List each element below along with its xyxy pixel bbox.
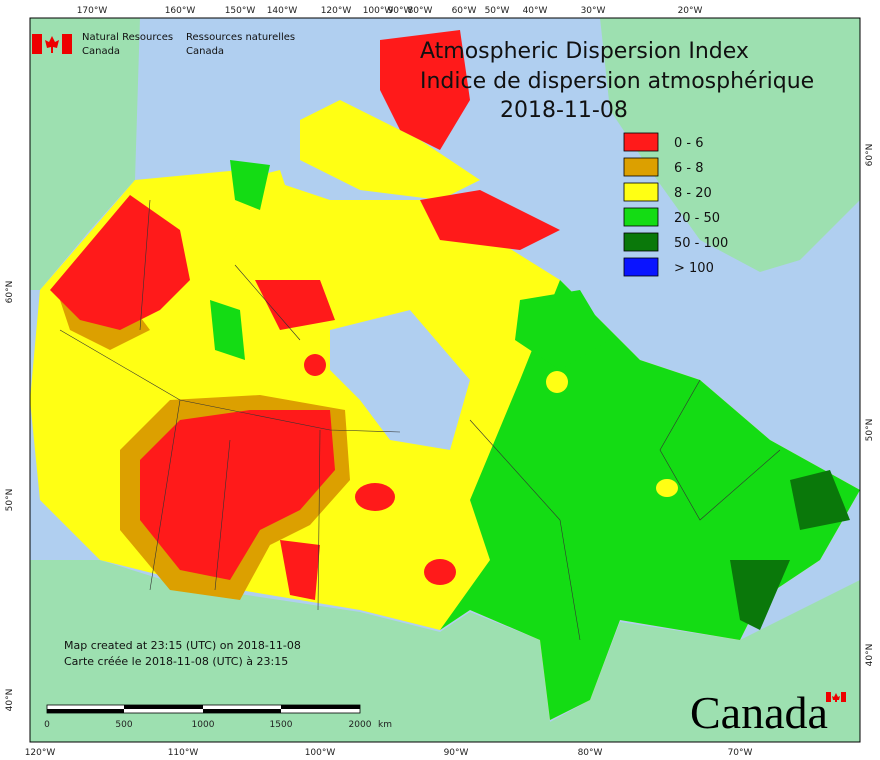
graticule-label: 80°W	[578, 748, 603, 758]
flag-bar	[826, 692, 831, 702]
graticule-label: 60°N	[5, 281, 15, 304]
graticule-label: 20°W	[678, 6, 703, 16]
greenland	[600, 18, 860, 272]
flag-bar	[62, 34, 72, 54]
dark-green-zone	[730, 470, 850, 630]
scale-bar-segment	[281, 705, 360, 709]
hudson-bay	[330, 310, 470, 450]
graticule-label: 160°W	[165, 6, 196, 16]
graticule-label: 140°W	[267, 6, 298, 16]
scale-labels: 0 500 1000 1500 2000 km	[44, 720, 392, 730]
maple-leaf	[45, 36, 59, 53]
graticule-label: 40°N	[865, 644, 875, 667]
scale-label: 2000	[349, 720, 372, 730]
legend-swatch	[623, 157, 659, 177]
graticule-label: 40°W	[523, 6, 548, 16]
graticule-label: 90°W	[444, 748, 469, 758]
flag-bar	[841, 692, 846, 702]
legend-label: 50 - 100	[674, 236, 728, 251]
graticule-label: 40°N	[5, 689, 15, 712]
red-spot	[355, 483, 395, 511]
green-zone	[210, 160, 610, 370]
graticule-label: 100°W	[305, 748, 336, 758]
province-borders	[59, 199, 781, 641]
scale-label: 500	[115, 720, 132, 730]
graticule-label: 70°W	[728, 748, 753, 758]
scale-label: 1500	[270, 720, 293, 730]
scale-bar-segment	[203, 709, 281, 713]
graticule-label: 100°W	[363, 6, 394, 16]
graticule-label: 50°N	[865, 419, 875, 442]
yellow-spot	[656, 479, 678, 497]
legend-label: 8 - 20	[674, 186, 712, 201]
graticule-label: 60°W	[452, 6, 477, 16]
legend-swatch	[623, 232, 659, 252]
red-zone	[50, 30, 560, 600]
graticule-labels: 170°W 160°W 150°W 140°W 120°W 100°W90°W80°W 60…	[5, 6, 875, 758]
graticule-label: 150°W	[225, 6, 256, 16]
title: Atmospheric Dispersion Index	[420, 39, 749, 64]
flag-bar	[32, 34, 42, 54]
legend: 0 - 6 6 - 8 8 - 20 20 - 50 50 - 100 > 100	[623, 132, 728, 277]
graticule-label: 50°W	[485, 6, 510, 16]
graticule-label: 110°W	[168, 748, 199, 758]
arctic-islands	[200, 100, 480, 260]
map-frame	[29, 17, 861, 743]
title: Indice de dispersion atmosphérique	[420, 69, 814, 94]
united-states	[30, 560, 860, 742]
agency-en: Canada	[82, 46, 120, 57]
graticule-label: 80°W	[408, 6, 433, 16]
scale-bar-segment	[47, 709, 124, 713]
graticule-label: 50°N	[5, 489, 15, 512]
wordmark-flag	[826, 692, 846, 702]
agency-fr: Canada	[186, 46, 224, 57]
agency-en: Natural Resources	[82, 32, 173, 43]
legend-swatch	[623, 182, 659, 202]
legend-label: 0 - 6	[674, 136, 704, 151]
scale-bar	[46, 704, 361, 714]
agency-fr: Ressources naturelles	[186, 32, 295, 43]
footer-en: Map created at 23:15 (UTC) on 2018-11-08	[64, 639, 301, 652]
graticule-label: 120°W	[25, 748, 56, 758]
legend-label: > 100	[674, 261, 714, 276]
red-spot	[424, 559, 456, 585]
graticule-label: 90°W	[388, 6, 413, 16]
logo: Natural Resources Canada Ressources natu…	[32, 32, 295, 57]
graticule-label: 120°W	[321, 6, 352, 16]
graticule-label: 30°W	[581, 6, 606, 16]
yellow-spot	[546, 371, 568, 393]
scale-label: 0	[44, 720, 50, 730]
legend-swatch	[623, 207, 659, 227]
legend-swatch	[623, 132, 659, 152]
wordmark: Canada	[690, 687, 828, 738]
scale-label: 1000	[192, 720, 215, 730]
map-body	[29, 17, 861, 743]
legend-label: 20 - 50	[674, 211, 720, 226]
scale-unit: km	[378, 720, 392, 730]
legend-label: 6 - 8	[674, 161, 704, 176]
footer-fr: Carte créée le 2018-11-08 (UTC) à 23:15	[64, 655, 288, 668]
date: 2018-11-08	[500, 98, 628, 123]
scale-bar-segment	[124, 705, 203, 709]
graticule-label: 170°W	[77, 6, 108, 16]
alaska	[30, 18, 140, 290]
maple-leaf	[832, 693, 840, 702]
legend-swatch	[623, 257, 659, 277]
red-spot	[304, 354, 326, 376]
graticule-label: 60°N	[865, 144, 875, 167]
